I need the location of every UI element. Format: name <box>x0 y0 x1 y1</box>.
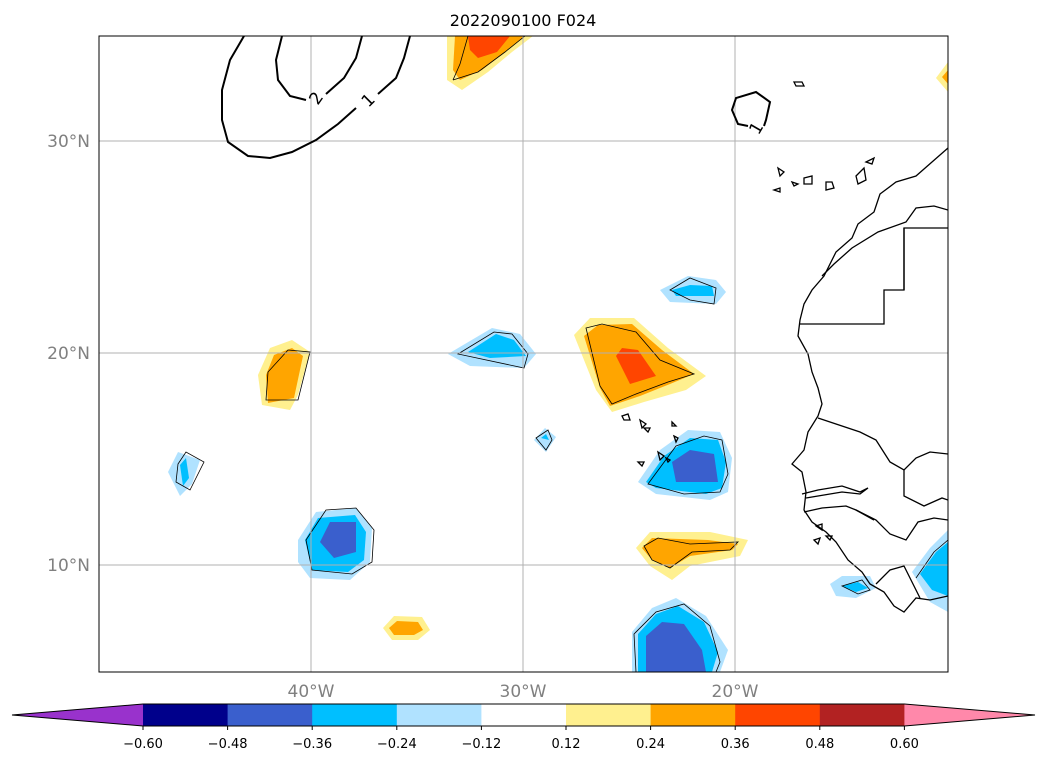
negative-anomaly-coastal-inner <box>842 582 868 592</box>
colorbar-segment <box>566 704 652 726</box>
lat-tick-10n: 10°N <box>47 556 90 576</box>
colorbar-segment <box>735 704 821 726</box>
map-title: 2022090100 F024 <box>450 11 597 30</box>
pressure-contours <box>221 36 772 160</box>
colorbar: −0.60 −0.48 −0.36 −0.24 −0.12 0.12 0.24 0.36 0.4… <box>11 703 1036 752</box>
lat-tick-20n: 20°N <box>47 344 90 364</box>
colorbar-tick-label: 0.24 <box>636 737 665 752</box>
colorbar-tick-label: −0.24 <box>377 737 417 752</box>
colorbar-tick-label: −0.48 <box>208 737 248 752</box>
border-morocco <box>821 205 948 277</box>
border-senegal <box>817 417 948 471</box>
border-mali-inland <box>903 470 948 507</box>
lon-tick-30w: 30°W <box>500 682 547 702</box>
colorbar-tick-label: 0.12 <box>552 737 581 752</box>
colorbar-tick-label: 0.60 <box>890 737 919 752</box>
negative-anomaly-north-central-inner <box>672 285 714 296</box>
positive-anomaly-west-inner <box>266 348 303 403</box>
contour-1-outer-right <box>377 36 411 95</box>
negative-anomaly-south-core <box>646 622 706 672</box>
negative-anomaly-edge-inner <box>920 542 948 596</box>
africa-coastline <box>791 147 948 613</box>
negative-anomaly-central-inner <box>468 334 526 358</box>
border-western-sahara <box>800 227 948 325</box>
coastlines <box>621 81 948 613</box>
positive-anomaly-top-core <box>468 36 510 58</box>
contour-1-small <box>730 90 772 127</box>
positive-anomaly-small-south-inner <box>389 621 423 635</box>
contour-2 <box>274 36 307 101</box>
colorbar-segment <box>650 704 736 726</box>
border-sierra-leone <box>875 565 921 599</box>
colorbar-tick-label: 0.36 <box>721 737 750 752</box>
negative-anomaly-southwest-core <box>320 522 356 558</box>
cape-verde <box>621 413 679 468</box>
contour-2-right <box>325 36 363 95</box>
colorbar-under-extend <box>12 704 143 726</box>
madeira <box>792 81 806 87</box>
colorbar-tick-label: 0.48 <box>805 737 834 752</box>
colorbar-tick-label: −0.36 <box>292 737 332 752</box>
negative-anomaly-tiny-inner <box>541 434 549 440</box>
contour-1-outer <box>221 36 357 160</box>
negative-anomaly-tiny <box>534 428 556 452</box>
lon-tick-20w: 20°W <box>712 682 759 702</box>
colorbar-segment <box>227 704 313 726</box>
border-guinea <box>855 509 948 541</box>
anomaly-fields <box>168 36 948 672</box>
colorbar-segment <box>143 704 229 726</box>
colorbar-segment <box>396 704 482 726</box>
colorbar-segment <box>312 704 398 726</box>
colorbar-tick-label: −0.12 <box>461 737 501 752</box>
bissagos-islands <box>812 523 834 546</box>
colorbar-over-extend <box>904 704 1035 726</box>
negative-anomaly-far-west-inner <box>180 458 189 486</box>
colorbar-tick-label: −0.60 <box>123 737 163 752</box>
positive-anomaly-central-core <box>616 348 656 384</box>
map-plot-area: 2 1 1 <box>99 36 948 672</box>
border-gambia <box>801 485 869 499</box>
positive-anomaly-top-right-inner <box>942 70 948 84</box>
colorbar-segment <box>819 704 905 726</box>
colorbar-segment <box>481 704 567 726</box>
canary-islands <box>771 156 876 193</box>
map-frame <box>98 35 949 673</box>
lat-tick-30n: 30°N <box>47 132 90 152</box>
anomaly-outlines <box>175 36 948 672</box>
negative-anomaly-east-core <box>672 450 718 482</box>
lon-tick-40w: 40°W <box>288 682 335 702</box>
